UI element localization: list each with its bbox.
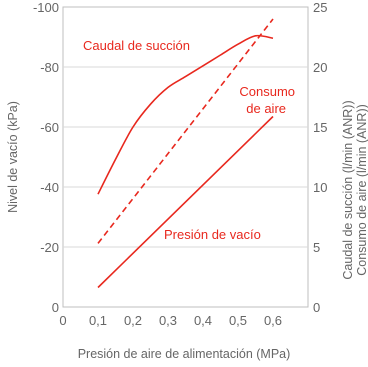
series-label-presion: Presión de vacío bbox=[164, 227, 261, 242]
y-right-axis-title-2: Consumo de aire (l/min (ANR)) bbox=[355, 104, 368, 276]
x-tick-label: 0,5 bbox=[229, 313, 247, 328]
plot-frame bbox=[62, 6, 309, 308]
series-lines bbox=[97, 18, 274, 289]
y-right-axis-title-1: Caudal de succión (l/min (ANR)) bbox=[341, 100, 355, 279]
grid-lines bbox=[63, 66, 308, 248]
x-tick-label: 0,6 bbox=[264, 313, 282, 328]
x-axis-title: Presión de aire de alimentación (MPa) bbox=[78, 347, 291, 361]
y-left-axis-title: Nivel de vacío (kPa) bbox=[6, 101, 20, 213]
series-label-consumo-line2: de aire bbox=[246, 101, 286, 116]
y-left-tick-labels: 0 -20 -40 -60 -80 -100 bbox=[33, 0, 59, 315]
y-right-tick-label: 25 bbox=[313, 0, 327, 15]
x-tick-label: 0,4 bbox=[194, 313, 212, 328]
series-line-0 bbox=[97, 34, 274, 195]
y-right-tick-label: 20 bbox=[313, 60, 327, 75]
y-left-tick-label: -60 bbox=[40, 120, 59, 135]
y-right-tick-label: 5 bbox=[313, 240, 320, 255]
y-right-tick-label: 15 bbox=[313, 120, 327, 135]
y-left-tick-label: -20 bbox=[40, 240, 59, 255]
x-tick-label: 0 bbox=[59, 313, 66, 328]
x-tick-label: 0,2 bbox=[124, 313, 142, 328]
x-tick-labels: 0 0,1 0,2 0,3 0,4 0,5 0,6 bbox=[59, 313, 282, 328]
y-right-tick-label: 10 bbox=[313, 180, 327, 195]
y-left-tick-label: -100 bbox=[33, 0, 59, 15]
y-right-tick-labels: 0 5 10 15 20 25 bbox=[313, 0, 327, 315]
y-right-tick-label: 0 bbox=[313, 300, 320, 315]
x-tick-label: 0,3 bbox=[159, 313, 177, 328]
series-line-1 bbox=[97, 18, 274, 244]
series-label-caudal: Caudal de succión bbox=[83, 38, 190, 53]
y-left-tick-label: 0 bbox=[52, 300, 59, 315]
series-label-consumo-line1: Consumo bbox=[239, 84, 295, 99]
y-left-tick-label: -40 bbox=[40, 180, 59, 195]
series-line-2 bbox=[97, 115, 274, 289]
y-left-tick-label: -80 bbox=[40, 60, 59, 75]
x-tick-label: 0,1 bbox=[89, 313, 107, 328]
